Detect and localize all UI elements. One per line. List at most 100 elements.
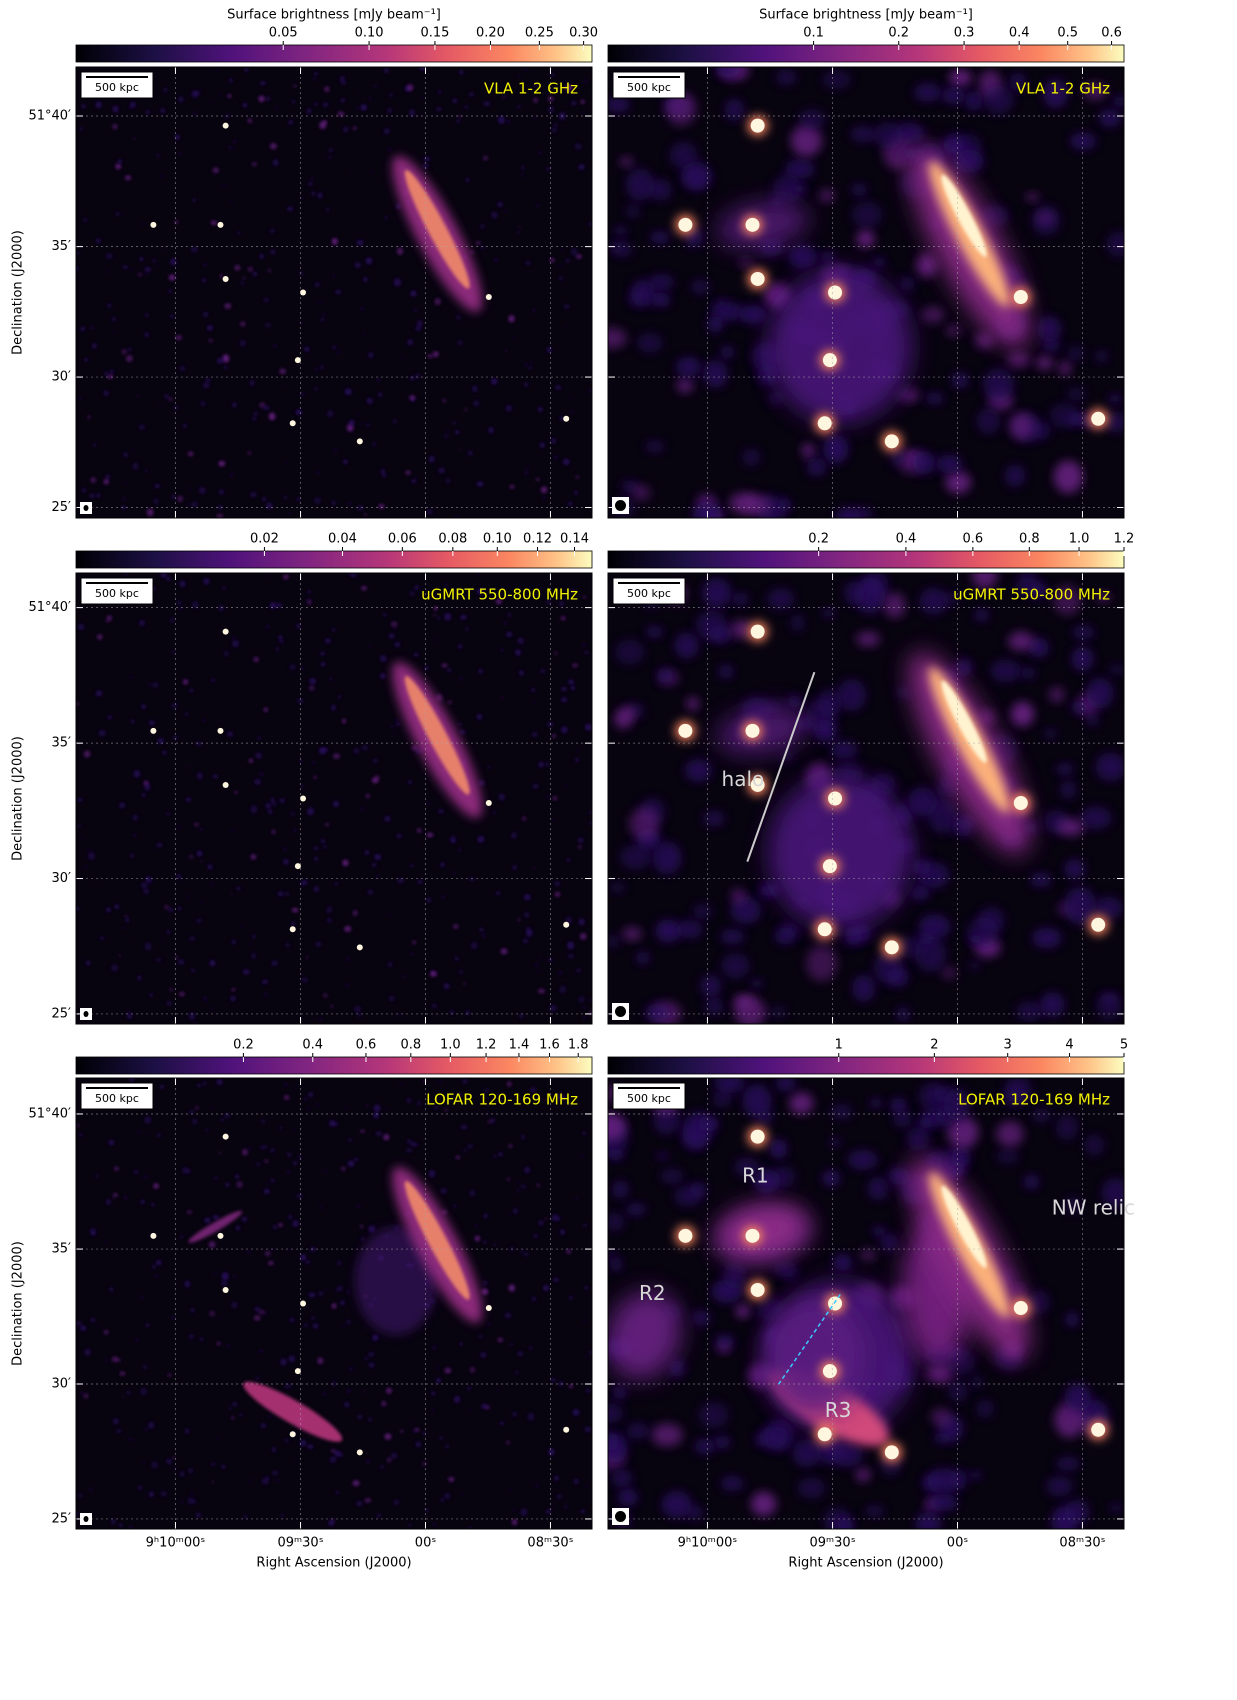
noise-blob [538, 151, 541, 154]
noise-blob [204, 999, 206, 1001]
noise-blob [231, 829, 234, 831]
noise-blob [353, 1480, 360, 1486]
noise-blob [605, 935, 620, 949]
noise-blob [719, 664, 734, 678]
noise-blob [448, 1477, 454, 1481]
noise-blob [515, 650, 521, 656]
noise-blob [189, 936, 195, 940]
noise-blob [549, 259, 554, 262]
noise-blob [152, 682, 159, 687]
noise-blob [438, 468, 445, 473]
noise-blob [436, 1367, 439, 1369]
noise-blob [235, 1174, 239, 1179]
noise-blob [79, 212, 81, 214]
noise-blob [248, 267, 253, 272]
noise-blob [524, 1253, 529, 1257]
noise-blob [395, 719, 398, 721]
noise-blob [179, 607, 182, 610]
noise-blob [505, 350, 507, 352]
noise-blob [248, 1480, 250, 1482]
noise-blob [850, 126, 876, 143]
noise-blob [714, 1435, 730, 1448]
noise-blob [142, 223, 144, 225]
noise-blob [153, 1183, 158, 1188]
noise-blob [560, 631, 562, 632]
noise-blob [179, 992, 184, 996]
colorbar [76, 551, 592, 568]
noise-blob [145, 273, 148, 275]
point-source [223, 629, 229, 635]
noise-blob [636, 951, 650, 964]
noise-blob [409, 109, 415, 116]
y-tick-label: 25′ [52, 1511, 72, 1526]
noise-blob [258, 737, 261, 740]
noise-blob [323, 1392, 326, 1395]
noise-blob [213, 174, 215, 176]
noise-blob [267, 1184, 269, 1186]
noise-blob [501, 948, 508, 954]
noise-blob [522, 817, 526, 821]
noise-blob [931, 1408, 952, 1426]
noise-blob [470, 1190, 476, 1196]
noise-blob [458, 340, 462, 345]
noise-blob [789, 1092, 813, 1115]
noise-blob [916, 254, 937, 277]
noise-blob [147, 508, 154, 516]
noise-blob [125, 176, 131, 180]
noise-blob [331, 1005, 333, 1008]
noise-blob [357, 413, 359, 415]
point-source [563, 922, 569, 928]
noise-blob [231, 200, 233, 202]
noise-blob [114, 1167, 118, 1171]
noise-blob [193, 112, 196, 115]
colorbar-tick-label: 0.3 [954, 26, 975, 41]
noise-blob [458, 848, 462, 851]
noise-blob [314, 776, 317, 779]
noise-blob [347, 1390, 350, 1393]
noise-blob [860, 1249, 877, 1261]
point-source [745, 1229, 759, 1243]
noise-blob [504, 622, 507, 624]
noise-blob [307, 590, 311, 594]
noise-blob [908, 787, 937, 816]
colorbar-tick-label: 2 [930, 1038, 938, 1053]
noise-blob [96, 101, 102, 108]
noise-blob [290, 812, 295, 815]
noise-blob [407, 1098, 411, 1103]
noise-blob [400, 1430, 403, 1433]
noise-blob [192, 1119, 198, 1124]
noise-blob [462, 1079, 468, 1083]
point-source [290, 420, 296, 426]
noise-blob [205, 378, 211, 382]
noise-blob [147, 684, 151, 686]
y-axis-label: Declination (J2000) [11, 1241, 26, 1366]
noise-blob [565, 259, 570, 263]
noise-blob [952, 819, 972, 837]
noise-blob [165, 905, 169, 909]
noise-blob [498, 202, 503, 207]
noise-blob [85, 1349, 91, 1356]
noise-blob [956, 658, 972, 676]
noise-blob [676, 378, 693, 392]
noise-blob [188, 1498, 194, 1505]
noise-blob [466, 1011, 470, 1015]
noise-blob [585, 724, 592, 731]
noise-blob [463, 1149, 467, 1152]
noise-blob [366, 1105, 368, 1107]
noise-blob [115, 212, 120, 215]
point-source [678, 724, 692, 738]
noise-blob [164, 394, 168, 398]
noise-blob [776, 69, 797, 85]
noise-blob [127, 1014, 132, 1019]
noise-blob [1064, 859, 1085, 879]
point-source [300, 796, 306, 802]
noise-blob [521, 644, 523, 645]
panel-title: uGMRT 550-800 MHz [953, 586, 1110, 604]
noise-blob [279, 799, 285, 803]
noise-blob [324, 1170, 326, 1172]
noise-blob [965, 91, 983, 111]
noise-blob [468, 451, 473, 456]
noise-blob [583, 1224, 587, 1227]
noise-blob [732, 593, 748, 606]
noise-blob [865, 1505, 884, 1517]
